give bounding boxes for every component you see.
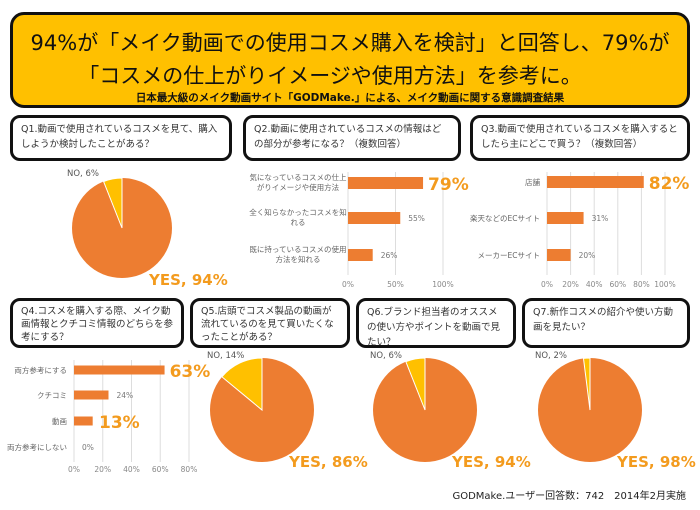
- pie-label-no: NO, 2%: [535, 351, 567, 361]
- headline-line-1: 94%が「メイク動画での使用コスメ購入を検討」と回答し、79%が: [30, 31, 670, 55]
- question-q7: Q7.新作コスメの紹介や使い方動画を見たい？: [522, 298, 690, 348]
- value-label-highlight: 82%: [649, 174, 690, 194]
- pie-slice-no: [102, 177, 123, 229]
- axis-tick-label: 100%: [654, 280, 675, 289]
- bar: [74, 390, 109, 400]
- axis-tick-label: 40%: [586, 280, 603, 289]
- value-label: 31%: [592, 214, 609, 223]
- headline-subtitle: 日本最大級のメイク動画サイト「GODMake.」による、メイク動画に関する意識調…: [135, 92, 565, 104]
- pie-slice-no: [221, 357, 263, 412]
- pie-label-yes: YES, 98%: [616, 453, 696, 471]
- value-label: 26%: [381, 251, 398, 260]
- value-label: 55%: [408, 214, 425, 223]
- pie-label-no: NO, 6%: [67, 169, 99, 179]
- category-label: 楽天などのECサイト: [470, 213, 540, 223]
- category-label: 気になっているコスメの仕上がりイメージや使用方法: [249, 172, 347, 192]
- category-label: 全く知らなかったコスメを知れる: [249, 207, 347, 227]
- category-label-line: れる: [291, 218, 306, 227]
- axis-tick-label: 50%: [387, 280, 404, 289]
- axis-tick-label: 60%: [609, 280, 626, 289]
- pie-label-yes: YES, 94%: [451, 453, 531, 471]
- category-label: メーカーECサイト: [478, 251, 540, 260]
- axis-tick-label: 20%: [94, 465, 111, 474]
- axis-tick-label: 0%: [342, 280, 354, 289]
- value-label: 24%: [117, 391, 134, 400]
- question-q6: Q6.ブランド担当者のオススメの使い方やポイントを動画で見たい？: [356, 298, 516, 348]
- axis-tick-label: 40%: [123, 465, 140, 474]
- headline-banner: 94%が「メイク動画での使用コスメ購入を検討」と回答し、79%が 「コスメの仕上…: [10, 12, 690, 108]
- category-label: 両方参考にする: [14, 365, 67, 375]
- category-label: 両方参考にしない: [7, 442, 67, 452]
- axis-tick-label: 80%: [633, 280, 650, 289]
- headline-line-2: 「コスメの仕上がりイメージや使用方法」を参考に。: [78, 64, 582, 88]
- axis-tick-label: 100%: [432, 280, 453, 289]
- category-label: 動画: [52, 417, 67, 426]
- pie-label-no: NO, 6%: [370, 351, 402, 361]
- value-label-highlight: 79%: [428, 175, 469, 195]
- axis-tick-label: 20%: [562, 280, 579, 289]
- category-label: 既に持っているコスメの使用方法を知れる: [249, 244, 346, 264]
- question-q4: Q4.コスメを購入する際、メイク動画情報とクチコミ情報のどちらを参考にする？: [10, 298, 184, 348]
- axis-tick-label: 0%: [68, 465, 80, 474]
- question-q3: Q3.動画で使用されているコスメを購入するとしたら主にどこで買う？（複数回答）: [470, 115, 690, 161]
- bar: [74, 365, 165, 375]
- question-q5: Q5.店頭でコスメ製品の動画が流れているのを見て買いたくなったことがある？: [190, 298, 350, 348]
- pie-label-no: NO, 14%: [207, 351, 244, 361]
- survey-footer: GODMake.ユーザー回答数：742 2014年2月実施: [452, 491, 686, 502]
- axis-tick-label: 0%: [541, 280, 553, 289]
- category-label-line: がりイメージや使用方法: [257, 182, 340, 192]
- pie-label-yes: YES, 86%: [288, 453, 368, 471]
- category-label-line: 方法を知れる: [276, 254, 321, 264]
- bar: [547, 176, 644, 188]
- bar: [348, 177, 424, 189]
- category-label: クチコミ: [37, 391, 67, 400]
- category-label-line: 気になっているコスメの仕上: [249, 172, 347, 182]
- bar: [547, 212, 584, 224]
- value-label: 20%: [579, 251, 596, 260]
- value-label-highlight: 13%: [99, 413, 140, 433]
- bar: [348, 249, 373, 261]
- pie-slice-no: [405, 357, 426, 411]
- bar: [348, 212, 401, 224]
- category-label-line: 既に持っているコスメの使用: [249, 244, 346, 254]
- bar: [547, 249, 571, 261]
- question-q2: Q2.動画に使用されているコスメの情報はどの部分が参考になる？（複数回答）: [243, 115, 461, 161]
- pie-label-yes: YES, 94%: [148, 271, 228, 289]
- value-label-highlight: 63%: [170, 362, 211, 382]
- axis-tick-label: 60%: [152, 465, 169, 474]
- value-label: 0%: [82, 443, 94, 452]
- question-q1: Q1.動画で使用されているコスメを見て、購入しようか検討したことがある？: [10, 115, 232, 161]
- category-label: 店舗: [525, 177, 540, 187]
- bar: [74, 416, 93, 426]
- axis-tick-label: 80%: [181, 465, 198, 474]
- category-label-line: 全く知らなかったコスメを知: [249, 207, 347, 217]
- pie-slice-no: [582, 357, 591, 411]
